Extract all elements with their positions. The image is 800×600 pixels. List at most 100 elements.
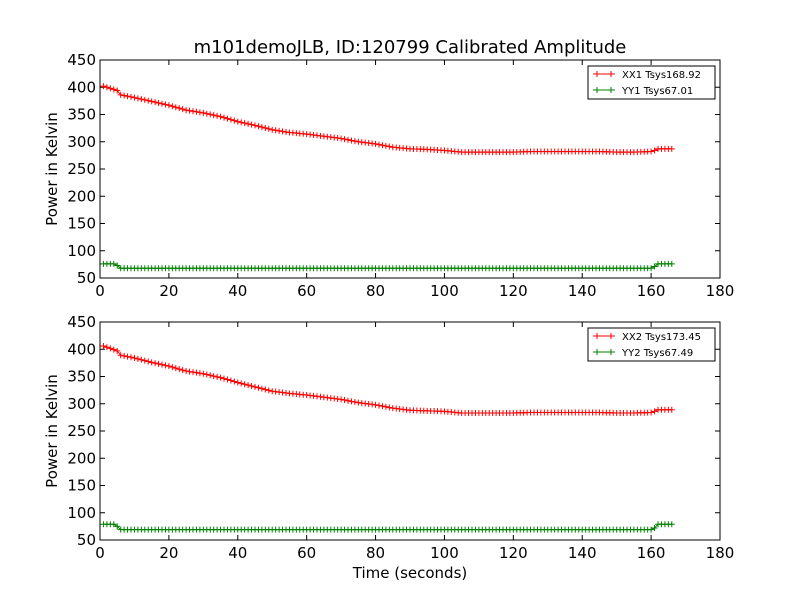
data-point <box>193 108 200 115</box>
legend: XX2 Tsys173.45 YY2 Tsys67.49 <box>587 327 716 362</box>
data-point <box>348 137 355 144</box>
y-tick-label: 300 <box>67 133 96 151</box>
data-point <box>648 526 655 533</box>
legend-marker <box>594 349 600 355</box>
data-point <box>258 124 265 131</box>
data-point <box>117 352 124 359</box>
y-tick-label: 400 <box>67 340 96 358</box>
data-point <box>155 99 162 106</box>
data-point <box>241 120 248 127</box>
data-point <box>179 106 186 113</box>
legend-marker <box>594 87 600 93</box>
data-point <box>668 521 675 528</box>
data-point <box>141 96 148 103</box>
x-tick-label: 20 <box>159 282 178 300</box>
data-point <box>152 99 159 106</box>
data-point <box>648 409 655 416</box>
data-point <box>114 87 121 94</box>
data-point <box>221 375 227 382</box>
data-point <box>107 345 114 352</box>
x-tick-label: 0 <box>95 544 105 562</box>
legend-marker <box>608 349 614 355</box>
data-point <box>248 121 255 128</box>
data-point <box>651 408 658 415</box>
data-point <box>241 381 248 388</box>
data-point <box>134 95 141 102</box>
x-tick-label: 80 <box>366 282 385 300</box>
data-point <box>103 344 110 351</box>
x-tick-label: 160 <box>637 544 666 562</box>
data-point <box>372 140 379 147</box>
data-point <box>269 126 276 133</box>
legend-marker <box>608 71 614 77</box>
data-point <box>124 353 131 360</box>
data-point <box>169 103 176 110</box>
data-point <box>379 142 386 149</box>
data-point <box>234 379 241 386</box>
data-point <box>668 260 675 267</box>
figure-title: m101demoJLB, ID:120799 Calibrated Amplit… <box>194 37 627 58</box>
data-point <box>145 358 152 365</box>
data-point <box>107 85 114 92</box>
data-point <box>203 110 210 117</box>
data-point <box>376 402 382 409</box>
data-point <box>100 342 107 349</box>
data-point <box>341 136 348 143</box>
x-tick-label: 100 <box>430 282 459 300</box>
y-tick-label: 150 <box>67 215 96 233</box>
y-tick-label: 450 <box>67 51 96 69</box>
x-tick-label: 0 <box>95 282 105 300</box>
data-point <box>217 113 224 120</box>
data-point <box>245 382 252 389</box>
legend-box <box>587 65 716 100</box>
data-point <box>124 93 131 100</box>
y-tick-label: 400 <box>67 78 96 96</box>
subplot-2: 0 20 40 60 80 100 120 140 160 180 50 100 150 200 250 30… <box>43 313 734 562</box>
data-point <box>214 112 221 119</box>
data-point <box>258 385 265 392</box>
data-point <box>386 143 393 150</box>
data-point <box>376 141 382 148</box>
x-tick-label: 20 <box>159 544 178 562</box>
x-tick-label: 40 <box>228 282 247 300</box>
x-tick-label: 140 <box>568 544 597 562</box>
data-point <box>210 112 217 119</box>
data-point <box>252 383 258 390</box>
y-tick-label: 200 <box>67 187 96 205</box>
data-point <box>255 384 262 391</box>
data-point <box>345 136 351 143</box>
y-axis-label: Power in Kelvin <box>43 112 61 226</box>
data-point <box>231 117 238 124</box>
data-point <box>272 127 279 134</box>
data-point <box>386 404 393 411</box>
data-point <box>162 362 169 369</box>
data-point <box>207 372 214 379</box>
x-tick-label: 180 <box>706 544 735 562</box>
data-point <box>227 377 234 384</box>
data-point <box>351 138 358 145</box>
data-point <box>196 370 203 377</box>
data-point <box>200 370 207 377</box>
data-point <box>207 111 214 118</box>
data-point <box>128 354 134 361</box>
data-point <box>382 142 389 149</box>
data-point <box>265 387 272 394</box>
data-point <box>668 406 675 413</box>
x-tick-label: 100 <box>430 544 459 562</box>
data-point <box>252 122 258 129</box>
x-tick-label: 40 <box>228 544 247 562</box>
y-tick-label: 250 <box>67 422 96 440</box>
data-point <box>162 101 169 108</box>
x-tick-label: 60 <box>297 544 316 562</box>
data-point <box>214 373 221 380</box>
data-point <box>159 361 165 368</box>
y-tick-label: 150 <box>67 477 96 495</box>
legend: XX1 Tsys168.92 YY1 Tsys67.01 <box>587 65 716 100</box>
x-axis-label: Time (seconds) <box>352 564 468 582</box>
data-point <box>203 371 210 378</box>
data-point <box>176 105 183 112</box>
data-point <box>117 91 124 98</box>
data-point <box>265 125 272 132</box>
data-point <box>159 100 165 107</box>
data-point <box>351 399 358 406</box>
